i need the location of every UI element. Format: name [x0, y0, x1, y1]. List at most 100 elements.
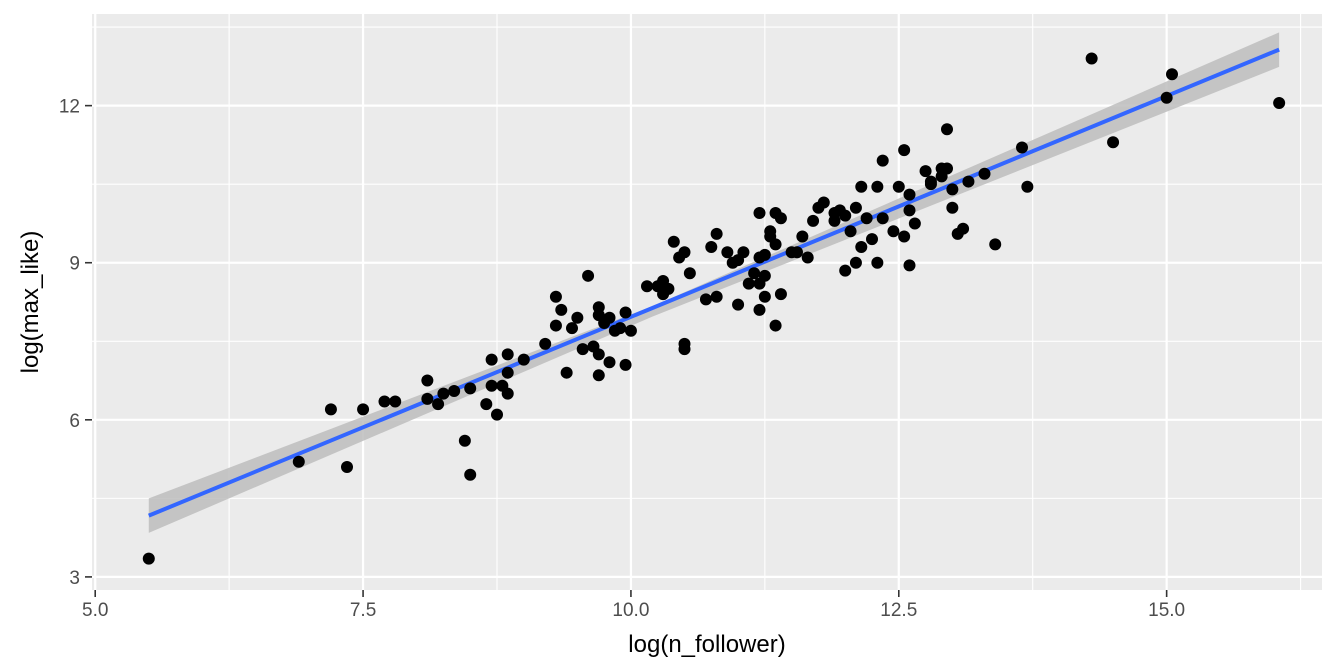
- data-point: [464, 382, 477, 395]
- x-tick-label: 10.0: [612, 600, 649, 621]
- data-point: [619, 358, 632, 371]
- data-point: [855, 180, 868, 193]
- data-point: [898, 230, 911, 243]
- data-point: [678, 246, 691, 259]
- y-tick-label: 6: [69, 411, 80, 432]
- data-point: [903, 188, 916, 201]
- data-point: [582, 269, 595, 282]
- data-point: [978, 167, 991, 180]
- data-point: [849, 256, 862, 269]
- x-tick-label: 7.5: [350, 600, 376, 621]
- data-point: [946, 201, 959, 214]
- data-point: [898, 144, 911, 157]
- y-tick-label: 9: [69, 254, 80, 275]
- data-point: [592, 348, 605, 361]
- data-point: [614, 322, 627, 335]
- data-point: [769, 319, 782, 332]
- data-point: [892, 180, 905, 193]
- y-axis: 3 6 9 12: [59, 97, 92, 589]
- data-point: [142, 552, 155, 565]
- data-point: [448, 385, 461, 398]
- data-point: [464, 468, 477, 481]
- y-axis-title: log(max_like): [17, 231, 44, 374]
- x-tick-label: 15.0: [1148, 600, 1185, 621]
- data-point: [710, 227, 723, 240]
- data-point: [292, 455, 305, 468]
- data-point: [539, 337, 552, 350]
- major-gridlines: [92, 14, 1322, 590]
- data-point: [839, 264, 852, 277]
- data-point: [962, 175, 975, 188]
- fit-line: [148, 47, 1280, 518]
- data-point: [919, 165, 932, 178]
- data-point: [560, 366, 573, 379]
- data-point: [1273, 97, 1286, 110]
- data-point: [796, 230, 809, 243]
- data-point: [748, 267, 761, 280]
- data-point: [769, 238, 782, 251]
- data-point: [876, 212, 889, 225]
- data-point: [1021, 180, 1034, 193]
- data-point: [742, 277, 755, 290]
- data-point: [924, 178, 937, 191]
- x-axis-title: log(n_follower): [628, 631, 785, 658]
- data-point: [828, 214, 841, 227]
- data-point: [1085, 52, 1098, 65]
- data-point: [903, 204, 916, 217]
- minor-gridlines: [92, 14, 1322, 590]
- data-point: [667, 235, 680, 248]
- data-point: [549, 290, 562, 303]
- data-point: [491, 408, 503, 421]
- data-point: [324, 403, 337, 416]
- data-point: [721, 246, 734, 259]
- data-point: [662, 282, 675, 295]
- data-point: [485, 379, 498, 392]
- y-tick-label: 3: [69, 568, 80, 589]
- data-point: [458, 434, 471, 447]
- data-point: [517, 353, 530, 366]
- data-point: [699, 293, 712, 306]
- data-point: [480, 398, 493, 411]
- data-point: [887, 225, 900, 238]
- data-point: [732, 298, 745, 311]
- x-axis: 5.0 7.5 10.0 12.5 15.0: [82, 590, 1185, 621]
- data-point: [801, 251, 814, 264]
- data-point: [849, 201, 862, 214]
- data-points: [142, 52, 1286, 565]
- data-point: [844, 225, 857, 238]
- data-point: [807, 214, 820, 227]
- data-point: [1166, 68, 1178, 81]
- data-point: [753, 303, 766, 316]
- data-point: [989, 238, 1002, 251]
- data-point: [341, 460, 353, 473]
- data-point: [941, 162, 953, 175]
- data-point: [860, 212, 873, 225]
- data-point: [566, 322, 578, 335]
- data-point: [705, 241, 718, 254]
- data-point: [753, 206, 766, 219]
- x-tick-label: 5.0: [82, 600, 108, 621]
- data-point: [774, 212, 787, 225]
- data-point: [592, 369, 605, 382]
- data-point: [758, 248, 771, 261]
- data-point: [1107, 136, 1120, 149]
- data-point: [758, 269, 771, 282]
- data-point: [876, 154, 889, 167]
- data-point: [624, 324, 637, 337]
- data-point: [791, 246, 803, 259]
- data-point: [437, 387, 450, 400]
- data-point: [641, 280, 653, 293]
- data-point: [683, 267, 696, 280]
- data-point: [603, 356, 616, 369]
- data-point: [357, 403, 370, 416]
- data-point: [774, 288, 787, 301]
- data-point: [421, 392, 434, 405]
- data-point: [619, 306, 632, 319]
- data-point: [871, 256, 884, 269]
- data-point: [501, 366, 514, 379]
- data-point: [501, 387, 514, 400]
- data-point: [485, 353, 498, 366]
- data-point: [389, 395, 402, 408]
- data-point: [603, 311, 616, 324]
